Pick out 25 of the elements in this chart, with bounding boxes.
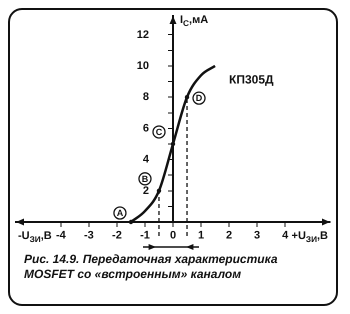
y-tick-label: 8 [142,91,149,104]
text: Рис. 14.9. Передаточная характеристика MOSFET со «встроенным» каналом [24,252,279,282]
annotation: A [116,208,124,218]
x-tick-label: 2 [226,230,232,242]
point [184,94,190,100]
x-tick-label: 0 [170,230,176,242]
annotation: D [196,93,203,104]
y-tick-label: 2 [142,184,149,197]
y-tick-label: 4 [142,154,150,166]
x-tick-label: 4 [282,230,290,242]
series-label: КП305Д [229,72,274,86]
y-tick-label: 6 [142,122,149,134]
x-tick-label: -3 [84,230,94,242]
point [156,188,162,193]
x-tick-label: -2 [112,230,122,242]
annotation: C [156,126,163,137]
annotation: B [142,174,149,184]
y-tick-label: 10 [136,60,149,72]
y-tick-label: 12 [136,28,149,41]
x-tick-label: 1 [198,230,204,242]
point [170,142,176,146]
x-tick-label: -1 [140,230,150,242]
x-tick-label: 3 [254,230,260,242]
point [128,220,134,224]
x-tick-label: -4 [56,230,67,242]
